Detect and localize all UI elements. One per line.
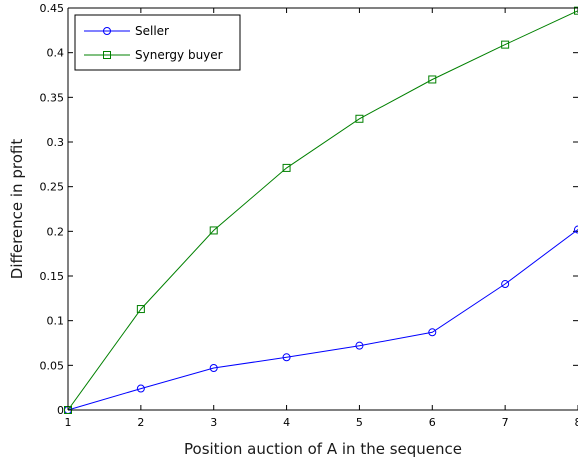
synergy-buyer-data-point xyxy=(574,6,578,15)
seller-series-line xyxy=(67,229,578,411)
y-tick-label: 0.45 xyxy=(40,2,65,15)
synergy-buyer-data-point xyxy=(209,226,218,235)
seller-data-point xyxy=(501,280,510,289)
seller-data-point xyxy=(428,328,437,337)
synergy-buyer-series-line xyxy=(67,10,578,411)
y-tick-label: 0.4 xyxy=(47,47,65,60)
legend: Seller Synergy buyer xyxy=(74,14,241,71)
legend-seller-marker xyxy=(103,27,111,35)
x-tick-label: 1 xyxy=(65,416,72,429)
synergy-buyer-data-point xyxy=(428,75,437,84)
x-axis-label: Position auction of A in the sequence xyxy=(184,440,462,458)
y-tick-label: 0.1 xyxy=(47,315,65,328)
y-ticks: 0 0.05 0.1 0.15 0.2 0.25 0.3 0.35 0.4 0.45 xyxy=(40,2,578,417)
y-tick-label: 0.3 xyxy=(47,136,65,149)
x-ticks: 1 2 3 4 5 6 7 8 xyxy=(65,8,578,429)
series-layer xyxy=(64,6,578,414)
seller-data-point xyxy=(282,353,291,362)
seller-data-point xyxy=(355,341,364,350)
x-tick-label: 5 xyxy=(356,416,363,429)
y-tick-label: 0.25 xyxy=(40,181,65,194)
y-axis-label: Difference in profit xyxy=(8,139,26,280)
synergy-buyer-data-point xyxy=(282,163,291,172)
legend-seller-label: Seller xyxy=(135,24,169,38)
legend-box xyxy=(74,14,241,71)
x-tick-label: 3 xyxy=(210,416,217,429)
y-tick-label: 0 xyxy=(57,404,64,417)
legend-synergy-buyer-marker xyxy=(103,51,111,59)
y-tick-label: 0.2 xyxy=(47,225,65,238)
seller-data-point xyxy=(574,225,578,234)
synergy-buyer-data-point xyxy=(136,305,145,314)
x-tick-label: 4 xyxy=(283,416,290,429)
x-tick-label: 7 xyxy=(502,416,509,429)
seller-data-point xyxy=(209,364,218,373)
y-tick-label: 0.35 xyxy=(40,91,65,104)
y-tick-label: 0.15 xyxy=(40,270,65,283)
plot-area xyxy=(68,8,578,410)
x-tick-label: 2 xyxy=(137,416,144,429)
x-tick-label: 6 xyxy=(429,416,436,429)
seller-data-point xyxy=(136,384,145,393)
synergy-buyer-data-point xyxy=(501,40,510,49)
x-tick-label: 8 xyxy=(575,416,578,429)
y-tick-label: 0.05 xyxy=(40,359,65,372)
legend-synergy-buyer-label: Synergy buyer xyxy=(135,48,223,62)
synergy-buyer-data-point xyxy=(355,114,364,123)
